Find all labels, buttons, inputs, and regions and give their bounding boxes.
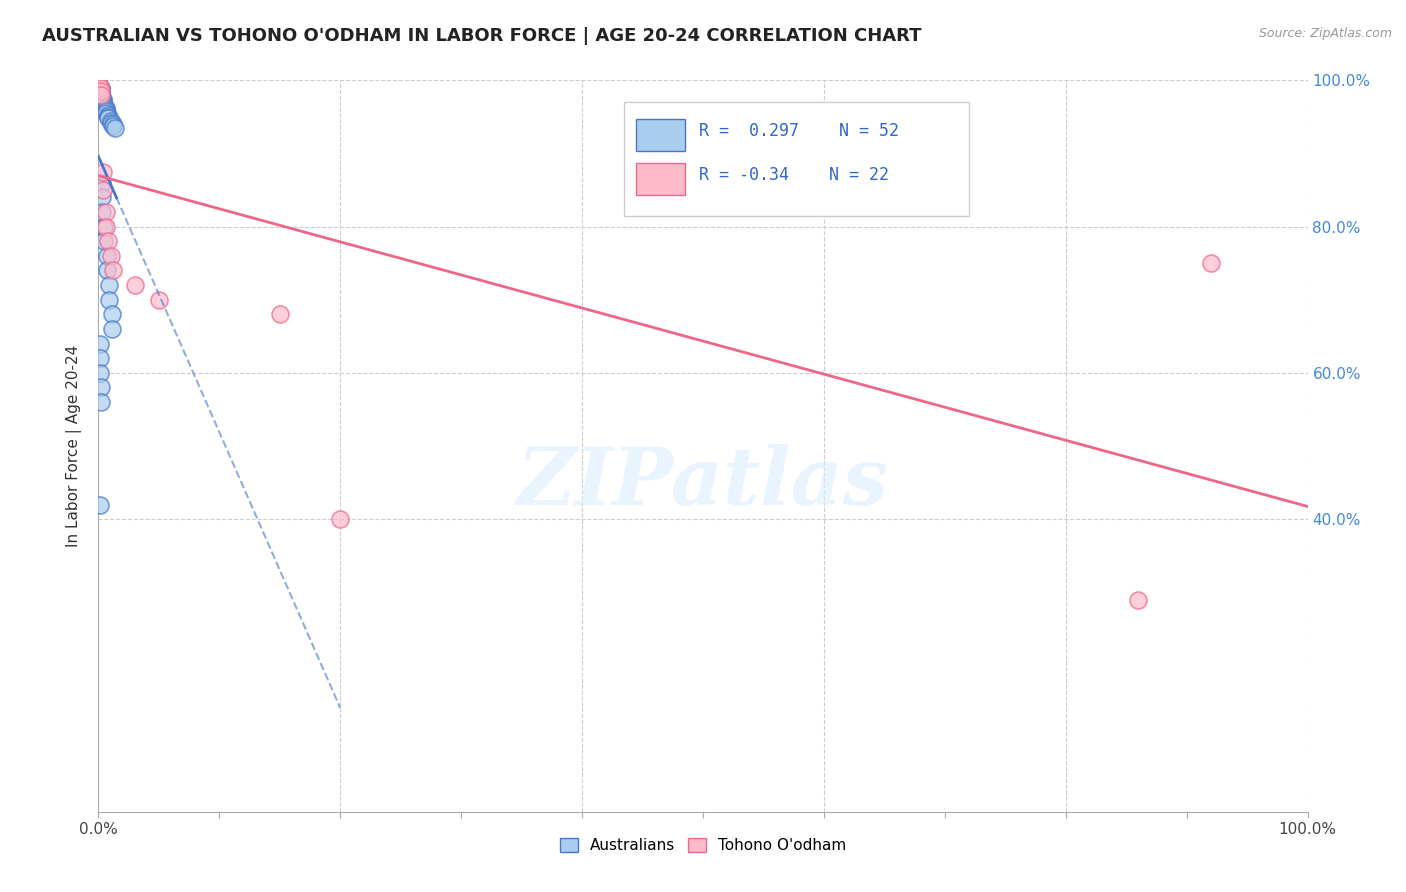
Point: [91, 94, 114, 108]
Point: [87, 75, 110, 89]
Point: [97, 112, 120, 126]
Point: [94, 106, 117, 120]
Point: [96, 263, 118, 277]
Point: [94, 103, 117, 117]
FancyBboxPatch shape: [637, 120, 685, 152]
FancyBboxPatch shape: [637, 163, 685, 195]
Point: [91, 205, 114, 219]
Point: [104, 120, 127, 135]
Point: [96, 249, 118, 263]
Point: [93, 234, 115, 248]
Point: [100, 322, 122, 336]
Point: [87, 73, 110, 87]
Point: [89, 351, 111, 366]
Point: [90, 87, 112, 102]
Point: [91, 99, 114, 113]
Point: [94, 219, 117, 234]
Point: [89, 366, 111, 380]
Point: [93, 219, 115, 234]
Point: [269, 307, 291, 321]
Text: AUSTRALIAN VS TOHONO O'ODHAM IN LABOR FORCE | AGE 20-24 CORRELATION CHART: AUSTRALIAN VS TOHONO O'ODHAM IN LABOR FO…: [42, 27, 922, 45]
Text: R = -0.34    N = 22: R = -0.34 N = 22: [699, 167, 890, 185]
Point: [87, 75, 110, 89]
Text: ZIPatlas: ZIPatlas: [517, 444, 889, 521]
Point: [101, 120, 124, 134]
Point: [91, 190, 114, 204]
Point: [91, 183, 114, 197]
Text: Source: ZipAtlas.com: Source: ZipAtlas.com: [1258, 27, 1392, 40]
Legend: Australians, Tohono O'odham: Australians, Tohono O'odham: [554, 832, 852, 859]
Point: [97, 110, 120, 124]
Point: [91, 92, 114, 106]
Point: [1199, 256, 1222, 270]
Point: [89, 498, 111, 512]
FancyBboxPatch shape: [624, 103, 969, 216]
Point: [101, 263, 124, 277]
Point: [87, 76, 110, 90]
Point: [90, 87, 112, 101]
Point: [100, 249, 122, 263]
Point: [91, 95, 114, 110]
Point: [90, 82, 112, 96]
Point: [87, 73, 110, 87]
Point: [87, 74, 110, 88]
Point: [90, 89, 112, 103]
Point: [329, 512, 352, 526]
Point: [89, 336, 111, 351]
Point: [94, 101, 117, 115]
Point: [124, 278, 146, 293]
Point: [91, 96, 114, 111]
Point: [97, 234, 120, 248]
Point: [90, 85, 112, 99]
Point: [98, 278, 121, 293]
Point: [87, 79, 110, 94]
Point: [87, 75, 110, 89]
Point: [98, 293, 121, 307]
Point: [90, 83, 112, 97]
Point: [90, 80, 112, 95]
Point: [100, 307, 122, 321]
Point: [87, 74, 110, 88]
Text: R =  0.297    N = 52: R = 0.297 N = 52: [699, 122, 900, 140]
Point: [94, 103, 117, 118]
Point: [87, 77, 110, 91]
Point: [97, 108, 120, 122]
Point: [90, 395, 112, 409]
Point: [100, 116, 122, 130]
Point: [90, 80, 112, 95]
Point: [87, 79, 110, 94]
Point: [91, 164, 114, 178]
Point: [101, 117, 124, 131]
Y-axis label: In Labor Force | Age 20-24: In Labor Force | Age 20-24: [66, 345, 83, 547]
Point: [87, 77, 110, 91]
Point: [148, 293, 170, 307]
Point: [94, 205, 117, 219]
Point: [87, 78, 110, 93]
Point: [87, 78, 110, 92]
Point: [87, 76, 110, 90]
Point: [100, 113, 122, 128]
Point: [90, 380, 112, 394]
Point: [87, 75, 110, 89]
Point: [90, 84, 112, 98]
Point: [91, 176, 114, 190]
Point: [1128, 592, 1150, 607]
Point: [90, 87, 112, 102]
